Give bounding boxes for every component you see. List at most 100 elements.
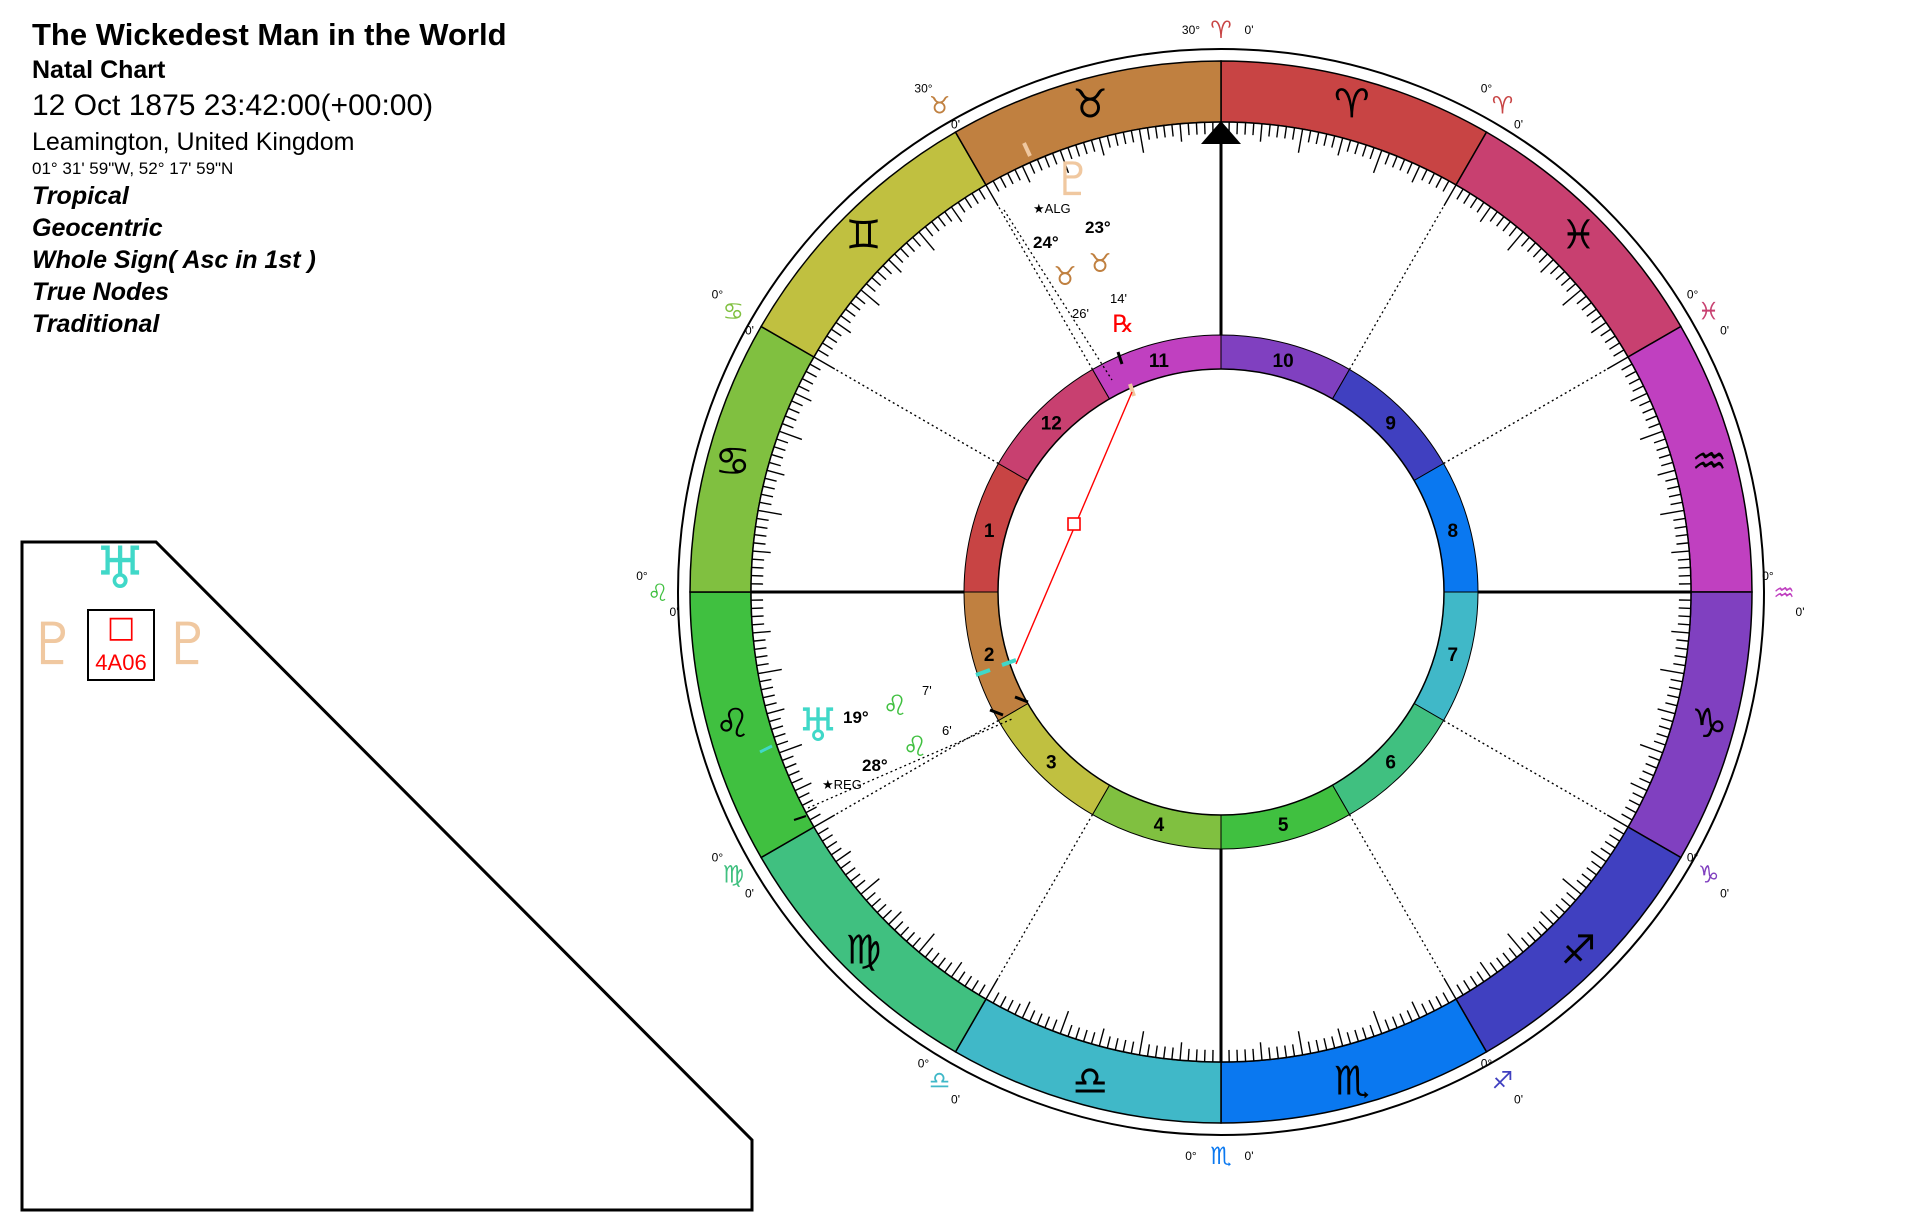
degree-tick [1502, 221, 1511, 232]
degree-tick [871, 276, 882, 287]
sagittarius-cusp-icon: ♐ [1492, 1067, 1514, 1095]
degree-tick [791, 400, 803, 407]
degree-tick [1645, 762, 1658, 769]
degree-tick [784, 415, 797, 422]
degree-tick [1656, 732, 1669, 738]
degree-tick [1406, 162, 1413, 174]
degree-tick [1384, 152, 1391, 165]
degree-tick [1496, 216, 1505, 227]
degree-tick [1114, 1038, 1119, 1051]
degree-tick [1520, 937, 1530, 948]
degree-tick [855, 879, 866, 889]
degree-tick [1526, 931, 1537, 942]
aquarius-icon: ♒ [1691, 439, 1727, 485]
degree-tick [835, 850, 852, 863]
degree-tick [1628, 378, 1641, 385]
degree-tick [840, 315, 851, 324]
degree-tick [813, 356, 836, 370]
scorpio-cusp-icon: ♏ [1210, 1142, 1232, 1170]
degree-tick [1609, 342, 1620, 350]
cusp-degree: 30° [914, 81, 932, 95]
degree-tick [1369, 1024, 1375, 1037]
degree-tick [1442, 180, 1450, 192]
degree-tick [764, 477, 777, 482]
degree-tick [751, 615, 764, 618]
degree-tick [1014, 169, 1021, 181]
house-cusp-line [1348, 814, 1445, 979]
degree-tick [1625, 806, 1637, 814]
degree-tick [1138, 129, 1145, 153]
star-regulus-line [807, 718, 1013, 809]
degree-tick [1677, 623, 1690, 626]
degree-tick [1508, 947, 1518, 958]
aspect-cell[interactable] [87, 609, 155, 681]
degree-tick [1671, 550, 1690, 554]
degree-tick [931, 221, 940, 232]
degree-tick [773, 732, 786, 738]
degree-tick [1456, 984, 1464, 996]
degree-tick [794, 392, 812, 402]
degree-tick [1163, 125, 1166, 138]
degree-tick [1665, 702, 1678, 707]
degree-tick [1421, 1003, 1428, 1015]
degree-tick [1268, 124, 1271, 137]
degree-tick [1391, 1016, 1398, 1029]
degree-tick [781, 422, 794, 429]
house-cusp-line [834, 368, 999, 465]
star-regulus-degree: 28° [862, 756, 888, 775]
sagittarius-cusp-label: ♐0° 0' [1481, 1057, 1523, 1107]
degree-tick [1428, 172, 1435, 185]
degree-tick [964, 197, 973, 209]
cusp-degree: 0° [1687, 851, 1699, 865]
degree-tick [1479, 206, 1492, 223]
sagittarius-icon: ♐ [1561, 927, 1597, 973]
degree-tick [924, 947, 934, 958]
degree-tick [805, 370, 817, 378]
degree-tick [1502, 952, 1511, 963]
degree-tick [1604, 335, 1616, 344]
degree-tick [944, 211, 953, 222]
degree-tick [1297, 129, 1304, 153]
degree-tick [1526, 242, 1537, 253]
degree-tick [758, 509, 782, 516]
degree-tick [1581, 873, 1592, 882]
degree-tick [1106, 1036, 1111, 1049]
degree-tick [1609, 834, 1620, 842]
degree-tick [1581, 302, 1592, 311]
degree-tick [1678, 615, 1691, 618]
degree-tick [876, 903, 887, 914]
star-regulus-tick [989, 708, 1004, 717]
degree-tick [798, 792, 810, 799]
degree-tick [1399, 159, 1406, 171]
degree-tick [1331, 1036, 1336, 1049]
house-number: 7 [1448, 645, 1459, 666]
degree-tick [1259, 123, 1263, 142]
uranus-icon: ♅ [94, 534, 146, 602]
degree-tick [1443, 184, 1457, 207]
degree-tick [1406, 1010, 1413, 1022]
degree-tick [766, 708, 785, 715]
star-regulus-minute: 6' [942, 723, 952, 738]
degree-tick [865, 891, 876, 901]
degree-tick [1323, 133, 1328, 146]
degree-tick [1337, 137, 1344, 156]
degree-tick [1187, 123, 1190, 136]
degree-tick [1284, 1045, 1288, 1058]
degree-tick [1323, 1038, 1328, 1051]
degree-tick [1059, 1010, 1070, 1034]
degree-tick [1508, 226, 1518, 237]
degree-tick [1029, 1010, 1036, 1022]
degree-tick [1163, 1046, 1166, 1059]
house-number: 3 [1046, 753, 1057, 774]
degree-tick [1090, 1032, 1096, 1044]
degree-tick [1435, 996, 1443, 1008]
leo-cusp-label: ♌0° 0' [636, 569, 678, 619]
degree-tick [1171, 124, 1174, 137]
leo-cusp-icon: ♌ [647, 579, 669, 607]
degree-tick [752, 558, 765, 561]
degree-tick [1297, 1031, 1304, 1055]
cusp-minute: 0' [1245, 23, 1254, 37]
degree-tick [779, 743, 803, 754]
degree-tick [1252, 123, 1255, 136]
